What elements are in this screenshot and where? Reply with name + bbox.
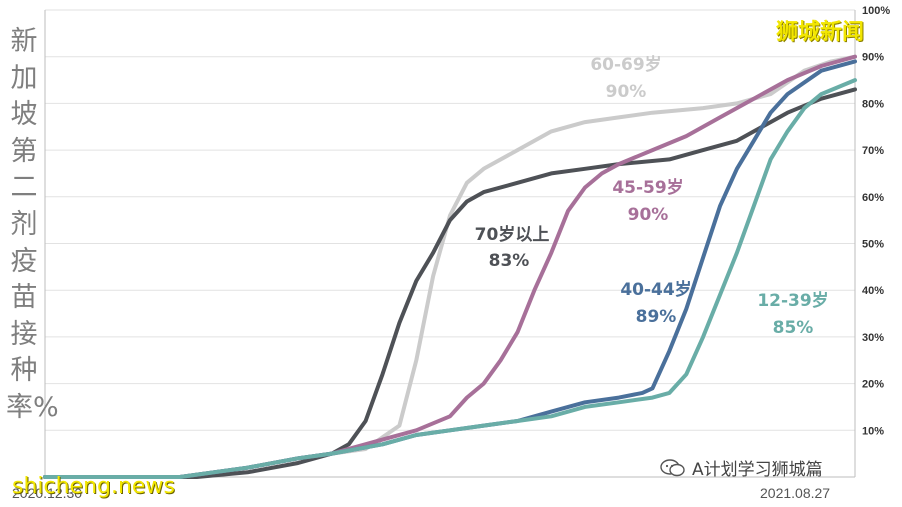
series-name-label-3: 40-44岁 xyxy=(620,279,691,300)
x-start-label: 2020.12.30 xyxy=(12,485,82,501)
y-tick-label-50: 50% xyxy=(862,239,884,251)
series-value-label-4: 85% xyxy=(773,318,814,338)
wechat-attribution: A计划学习狮城篇 xyxy=(660,455,823,480)
y-tick-label-60: 60% xyxy=(862,192,884,204)
wechat-icon xyxy=(660,458,685,476)
chart-title-vertical: 新加坡第二剂疫苗接种率% xyxy=(6,26,59,423)
y-tick-label-80: 80% xyxy=(862,98,884,110)
x-end-label: 2021.08.27 xyxy=(760,485,830,501)
y-tick-label-20: 20% xyxy=(862,379,884,391)
series-name-label-2: 45-59岁 xyxy=(612,177,683,198)
series-value-label-0: 90% xyxy=(606,82,647,102)
series-line-2 xyxy=(43,54,857,479)
y-tick-label-30: 30% xyxy=(862,332,884,344)
y-tick-label-70: 70% xyxy=(862,145,884,157)
wechat-label: A计划学习狮城篇 xyxy=(692,460,823,480)
series-line-4 xyxy=(43,78,857,479)
series-name-label-4: 12-39岁 xyxy=(757,290,828,311)
y-tick-label-10: 10% xyxy=(862,425,884,437)
series-name-label-0: 60-69岁 xyxy=(590,54,661,75)
y-tick-label-40: 40% xyxy=(862,285,884,297)
series-value-label-1: 83% xyxy=(489,251,530,271)
series-name-label-1: 70岁以上 xyxy=(475,224,550,245)
brand-logo-text: 狮城新闻 xyxy=(775,20,864,45)
series-value-label-2: 90% xyxy=(628,205,669,225)
watermark-text: shicheng.news xyxy=(12,474,175,499)
y-tick-label-100: 100% xyxy=(862,5,890,17)
series-line-1 xyxy=(43,87,857,479)
y-tick-label-90: 90% xyxy=(862,52,884,64)
series-value-label-3: 89% xyxy=(636,307,677,327)
